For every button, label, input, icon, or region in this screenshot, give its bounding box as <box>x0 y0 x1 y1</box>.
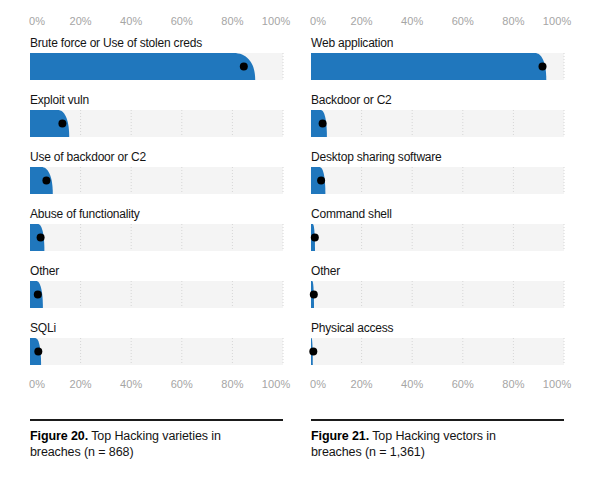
bar-track <box>311 167 564 194</box>
point-estimate-dot <box>42 177 50 185</box>
chart-row: Backdoor or C2 <box>311 93 564 137</box>
bar-track <box>311 281 564 308</box>
chart-row: Physical access <box>311 321 564 365</box>
chart-row: Other <box>311 264 564 308</box>
x-axis-tick: 20% <box>69 378 91 390</box>
x-axis-tick: 60% <box>171 15 193 27</box>
caption-divider <box>311 419 564 421</box>
bar-plot <box>30 53 285 80</box>
point-estimate-dot <box>309 348 317 356</box>
x-axis-tick: 100% <box>262 15 291 27</box>
bar <box>311 53 546 80</box>
bar-track <box>311 110 564 137</box>
x-axis-tick: 80% <box>221 15 243 27</box>
x-axis-tick: 20% <box>350 15 372 27</box>
bar-track <box>311 224 564 251</box>
chart-row: Other <box>30 264 283 308</box>
chart-row: Brute force or Use of stolen creds <box>30 36 283 80</box>
x-axis-tick: 60% <box>452 378 474 390</box>
bar-label: Web application <box>311 36 564 53</box>
point-estimate-dot <box>319 120 327 128</box>
figure-caption-label: Figure 21. <box>311 429 369 443</box>
bar-label: SQLi <box>30 321 283 338</box>
bar <box>30 53 255 80</box>
bar-label: Brute force or Use of stolen creds <box>30 36 283 53</box>
x-axis-tick: 80% <box>502 378 524 390</box>
bar-plot <box>311 53 566 80</box>
x-axis-tick: 0% <box>29 378 45 390</box>
bar-plot <box>30 281 285 308</box>
bar-track <box>30 281 283 308</box>
x-axis-tick: 80% <box>502 15 524 27</box>
bar-plot <box>311 167 566 194</box>
bar-label: Desktop sharing software <box>311 150 564 167</box>
x-axis-tick: 100% <box>262 378 291 390</box>
bar-plot <box>30 338 285 365</box>
bar-label: Other <box>30 264 283 281</box>
point-estimate-dot <box>37 234 45 242</box>
bar-plot <box>311 338 566 365</box>
x-axis-top: 0%20%40%60%80%100% <box>30 0 283 36</box>
bar-label: Exploit vuln <box>30 93 283 110</box>
bar-track <box>30 224 283 251</box>
point-estimate-dot <box>58 120 66 128</box>
x-axis-tick: 60% <box>452 15 474 27</box>
x-axis-tick: 100% <box>543 15 572 27</box>
bar-plot <box>30 167 285 194</box>
bar-label: Command shell <box>311 207 564 224</box>
x-axis-tick: 20% <box>350 378 372 390</box>
bar-label: Abuse of functionality <box>30 207 283 224</box>
chart-row: Abuse of functionality <box>30 207 283 251</box>
chart-row: Web application <box>311 36 564 80</box>
bar-plot <box>30 110 285 137</box>
x-axis-top: 0%20%40%60%80%100% <box>311 0 564 36</box>
point-estimate-dot <box>34 291 42 299</box>
bar-label: Backdoor or C2 <box>311 93 564 110</box>
bar-label: Use of backdoor or C2 <box>30 150 283 167</box>
chart-row: Use of backdoor or C2 <box>30 150 283 194</box>
bar-plot <box>311 281 566 308</box>
x-axis-tick: 40% <box>120 378 142 390</box>
chart-row: Exploit vuln <box>30 93 283 137</box>
report-figures-page: 0% 20% 40% 60% 80% 100% Brute force or Use of… <box>0 0 605 480</box>
point-estimate-dot <box>34 348 42 356</box>
x-axis-tick: 40% <box>401 378 423 390</box>
x-axis-tick: 0% <box>310 15 326 27</box>
x-axis-tick: 0% <box>29 15 45 27</box>
point-estimate-dot <box>311 234 319 242</box>
bar-plot <box>30 224 285 251</box>
bar-plot <box>311 224 566 251</box>
x-axis-bottom: 0%20%40%60%80%100% <box>30 378 283 392</box>
x-axis-tick: 40% <box>120 15 142 27</box>
point-estimate-dot <box>539 63 547 71</box>
figure-caption-label: Figure 20. <box>30 429 88 443</box>
bar-rows: Web application Backdoor or C2 Desktop sha… <box>311 36 564 365</box>
x-axis-tick: 40% <box>401 15 423 27</box>
x-axis-tick: 60% <box>171 378 193 390</box>
bar-label: Physical access <box>311 321 564 338</box>
figure-caption: Figure 21. Top Hacking vectors in breach… <box>311 428 547 460</box>
hacking-vectors-chart: 0%20%40%60%80%100% Web applicationBackdo… <box>311 0 564 460</box>
chart-row: Command shell <box>311 207 564 251</box>
chart-row: Desktop sharing software <box>311 150 564 194</box>
hacking-varieties-chart: 0%20%40%60%80%100% Brute force or Use of… <box>30 0 283 460</box>
figure-caption: Figure 20. Top Hacking varieties in brea… <box>30 428 266 460</box>
point-estimate-dot <box>310 291 318 299</box>
bar-track <box>30 338 283 365</box>
x-axis-tick: 0% <box>310 378 326 390</box>
x-axis-bottom: 0%20%40%60%80%100% <box>311 378 564 392</box>
bar-rows: Brute force or Use of stolen creds Exploi… <box>30 36 283 365</box>
bar-track <box>30 167 283 194</box>
x-axis-tick: 100% <box>543 378 572 390</box>
caption-divider <box>30 419 283 421</box>
point-estimate-dot <box>317 177 325 185</box>
bar-track <box>311 338 564 365</box>
chart-row: SQLi <box>30 321 283 365</box>
bar-label: Other <box>311 264 564 281</box>
x-axis-tick: 20% <box>69 15 91 27</box>
point-estimate-dot <box>240 63 248 71</box>
x-axis-tick: 80% <box>221 378 243 390</box>
bar-plot <box>311 110 566 137</box>
